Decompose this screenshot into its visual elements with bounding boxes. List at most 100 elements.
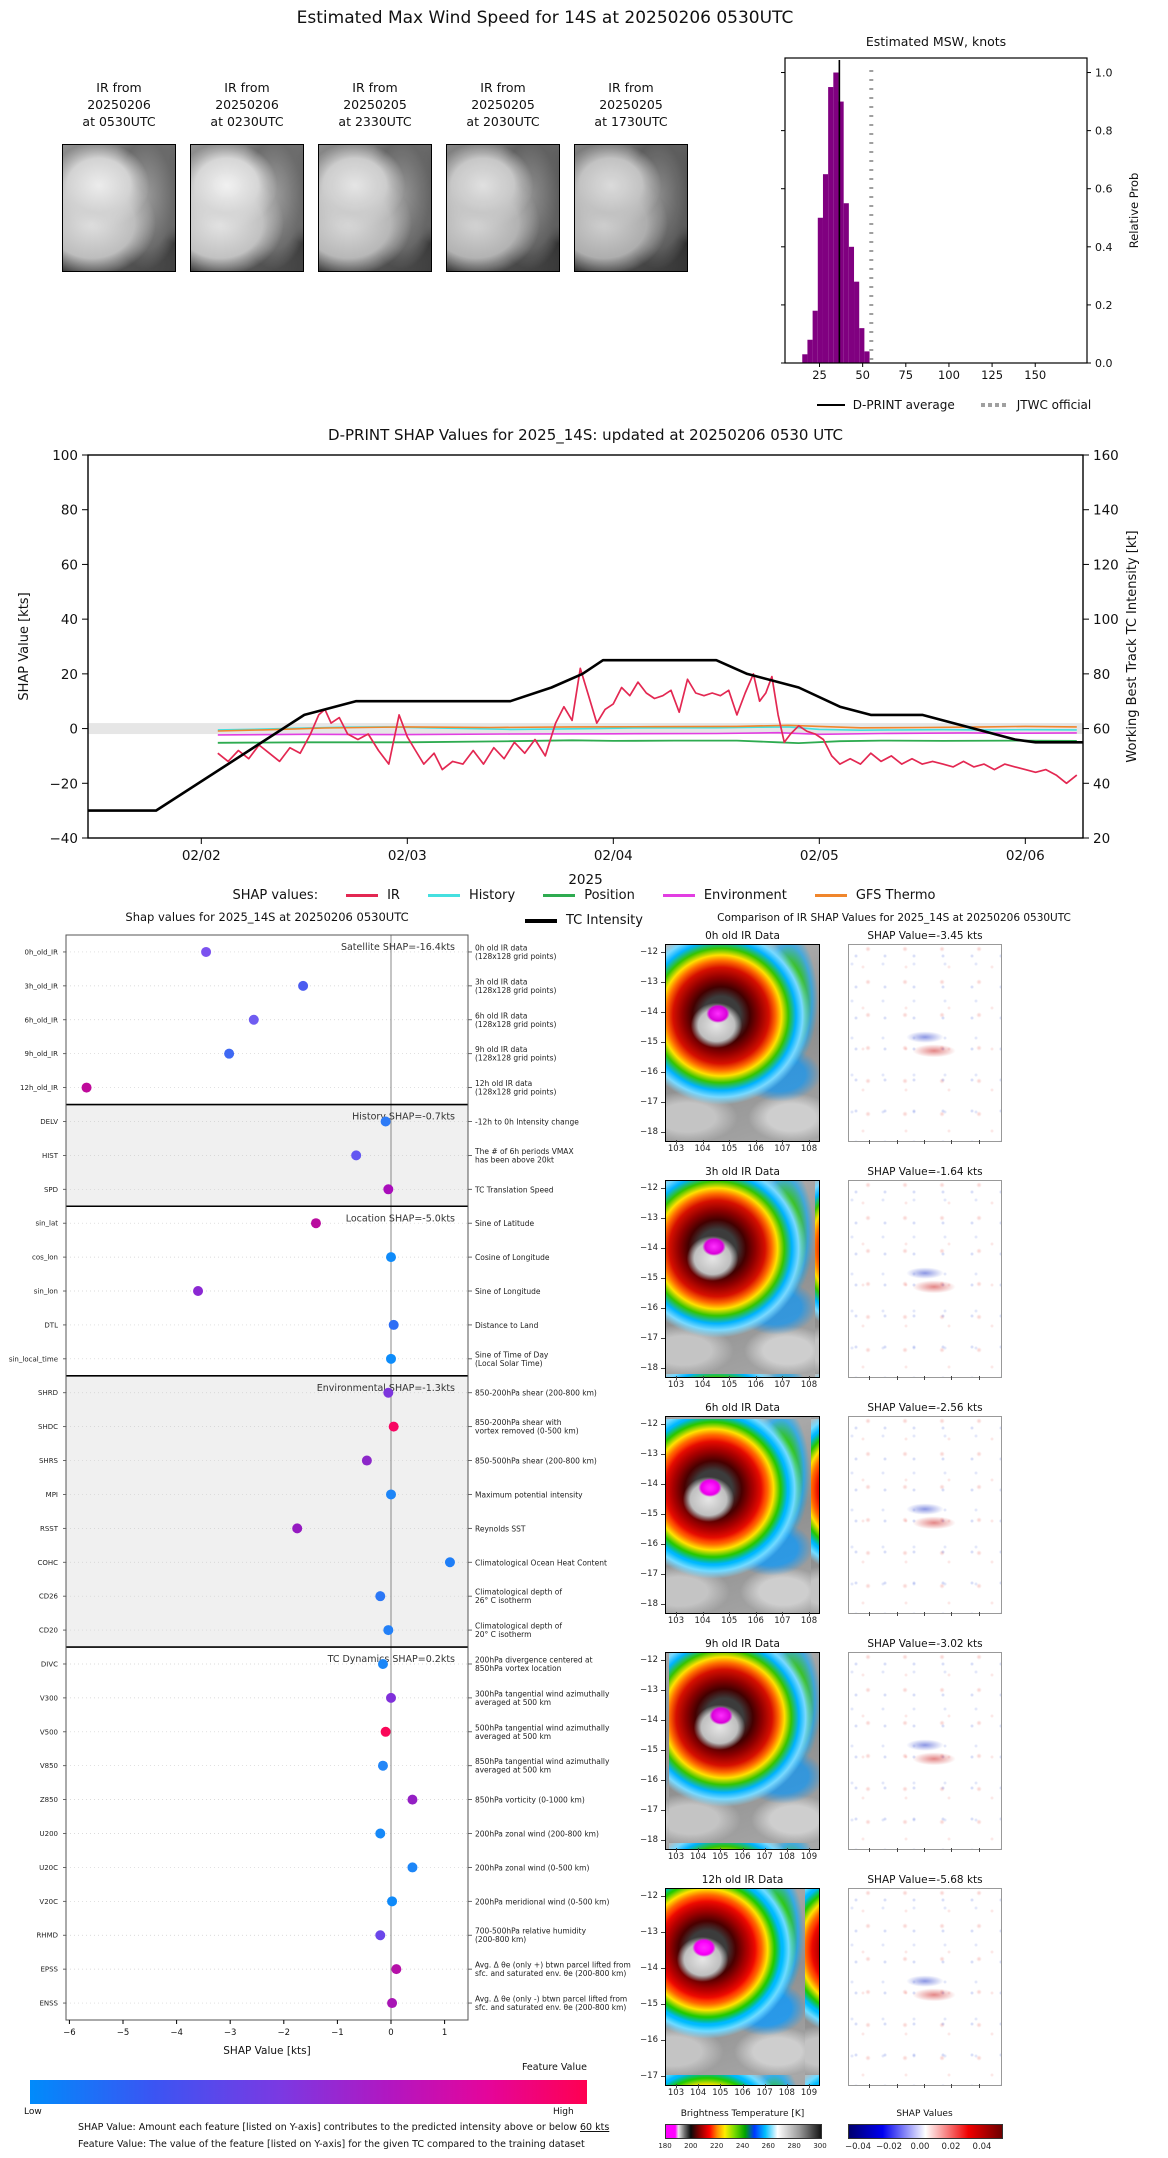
ir-thumbnail-label-3: IR from 20250205 at 2030UTC	[446, 80, 560, 144]
feature-dot-ENSS	[387, 1998, 398, 2009]
ir-map-xtick-mark	[782, 1376, 784, 1380]
timeseries-legend-prefix: SHAP values:	[232, 888, 319, 903]
shap-map-xtick-mark	[924, 1612, 925, 1616]
tc-intensity-line-swatch	[525, 918, 557, 923]
feature-desc-12h_old_IR: 12h old IR data (128x128 grid points)	[475, 1079, 556, 1097]
timeseries-axes-box	[87, 454, 1084, 839]
ir-thumbnail-label-line: IR from	[480, 80, 526, 95]
histogram-ytick-label: 1.0	[1095, 67, 1113, 80]
histogram-ylabel: Relative Prob	[1127, 173, 1141, 249]
ir-map-ytick-mark	[661, 1895, 665, 1897]
ir-map-xtick-mark	[764, 1848, 766, 1852]
ir-thumbnail-label-line: 20250205	[471, 96, 535, 112]
ir-map-title-6h: 6h old IR Data	[705, 1402, 780, 1414]
ir-map-ytick-mark	[661, 1659, 665, 1661]
ir-map-ytick-mark	[661, 1689, 665, 1691]
ir-map-xtick-mark	[742, 1848, 744, 1852]
ts-ylabel-right: Working Best Track TC Intensity [kt]	[1125, 530, 1140, 762]
ir-thumbnail-label-line: at 0230UTC	[210, 113, 284, 129]
feature-desc-ENSS: Avg. Δ θe (only -) btwn parcel lifted fr…	[475, 1995, 627, 2013]
ir-map-xtick-label: 105	[721, 1144, 738, 1154]
feature-label-DELV: DELV	[40, 1118, 58, 1126]
ir-map-ytick-mark	[661, 1749, 665, 1751]
ir-map-ytick-label: −17	[640, 2071, 658, 2081]
ts-xlabel: 2025	[568, 872, 602, 888]
bt-colorbar-tick: 260	[761, 2142, 776, 2150]
feature-desc-U200: 200hPa zonal wind (200-800 km)	[475, 1830, 599, 1839]
ir-map-ytick-mark	[661, 2039, 665, 2041]
feature-value-high-label: High	[553, 2107, 574, 2117]
shap-timeseries-chart: D-PRINT SHAP Values for 2025_14S: update…	[17, 426, 1140, 888]
series-environment	[217, 731, 1077, 736]
feature-label-3h_old_IR: 3h_old_IR	[25, 982, 59, 990]
ir-map-6h	[665, 1416, 820, 1614]
shap-value-caption: SHAP Value: Amount each feature [listed …	[78, 2122, 609, 2133]
ir-map-ytick-mark	[661, 1217, 665, 1219]
ir-map-xtick-mark	[809, 1848, 810, 1852]
ir-map-ytick-mark	[661, 1423, 665, 1425]
feature-label-EPSS: EPSS	[40, 1966, 58, 1974]
dotplot-xtick-label: −4	[170, 2028, 183, 2038]
feature-desc-0h_old_IR: 0h old IR data (128x128 grid points)	[475, 943, 556, 961]
feature-dot-3h_old_IR	[298, 980, 309, 991]
ir-map-xtick-mark	[698, 1848, 700, 1852]
ir-thumbnail-label-line: 20250206	[215, 96, 279, 112]
ir-thumbnail-label-line: at 1730UTC	[594, 113, 668, 129]
histogram-ytick-label: 0.0	[1095, 357, 1113, 370]
ir-map-ytick-label: −17	[640, 1097, 658, 1107]
ir-map-xtick-label: 106	[734, 2088, 751, 2098]
feature-dot-cos_lon	[386, 1252, 396, 1263]
feature-label-COHC: COHC	[37, 1559, 58, 1567]
feature-label-CD26: CD26	[39, 1593, 59, 1601]
ts-ytick-right-label: 80	[1093, 667, 1110, 683]
feature-desc-RHMD: 700-500hPa relative humidity (200-800 km)	[475, 1927, 587, 1945]
feature-label-SHRD: SHRD	[38, 1389, 58, 1397]
bt-colorbar-tick: 200	[684, 2142, 698, 2150]
feature-value-colorbar-title: Feature Value	[521, 2062, 587, 2073]
feature-desc-RSST: Reynolds SST	[475, 1524, 526, 1533]
section-label: TC Dynamics SHAP=0.2kts	[327, 1654, 455, 1665]
history-line-swatch	[427, 894, 460, 897]
shap-map-xtick-mark	[924, 1376, 925, 1380]
ir-map-ytick-label: −18	[640, 1599, 658, 1609]
ir-map-xtick-label: 104	[694, 1616, 711, 1626]
ir-map-ytick-mark	[661, 2003, 665, 2005]
ir-map-ytick-label: −15	[640, 1745, 658, 1755]
ir-map-xtick-mark	[702, 1376, 704, 1380]
shap-map-title-0h: SHAP Value=-3.45 kts	[867, 930, 983, 942]
feature-desc-U20C: 200hPa zonal wind (0-500 km)	[475, 1863, 589, 1872]
ir-map-xtick-mark	[782, 1612, 784, 1616]
bt-colorbar-tick: 240	[735, 2142, 750, 2150]
ts-ytick-right-label: 40	[1093, 776, 1110, 792]
ir-map-ytick-label: −14	[640, 1243, 658, 1253]
feature-value-low-label: Low	[24, 2107, 42, 2117]
ir-map-ytick-label: −17	[640, 1333, 658, 1343]
section-label: Satellite SHAP=-16.4kts	[341, 942, 455, 953]
ir-map-ytick-mark	[661, 1367, 665, 1369]
ir-map-xtick-label: 106	[747, 1144, 764, 1154]
feature-label-U200: U200	[40, 1830, 58, 1838]
ir-map-ytick-mark	[661, 981, 665, 983]
feature-dot-EPSS	[391, 1964, 402, 1975]
ir-map-xtick-mark	[698, 2084, 700, 2088]
legend-item-dprint-average: D-PRINT average	[816, 398, 955, 412]
dotplot-xtick-label: −5	[117, 2028, 130, 2038]
ir-map-ytick-label: −13	[640, 1213, 658, 1223]
shap-map-xtick-mark	[924, 1140, 925, 1144]
shap-colorbar-tick: −0.04	[844, 2142, 872, 2152]
feature-label-SPD: SPD	[44, 1186, 58, 1194]
feature-label-Z850: Z850	[40, 1796, 58, 1804]
ir-map-xtick-label: 107	[774, 1144, 791, 1154]
histogram-axes-box	[784, 57, 1088, 364]
ir-map-xtick-label: 107	[756, 1852, 773, 1862]
ts-ytick-left-label: 60	[61, 557, 78, 573]
timeseries-legend-row1: SHAP values: IR History Position Environment…	[0, 888, 1168, 903]
feature-dot-U20C	[407, 1862, 418, 1873]
dotplot-xtick-label: 1	[442, 2028, 447, 2038]
ir-map-xtick-label: 106	[747, 1380, 764, 1390]
feature-desc-9h_old_IR: 9h old IR data (128x128 grid points)	[475, 1045, 556, 1063]
ts-xtick-label: 02/02	[182, 848, 221, 864]
ir-map-xtick-mark	[720, 2084, 722, 2088]
feature-desc-sin_lon: Sine of Longitude	[475, 1287, 541, 1296]
feature-dot-HIST	[351, 1150, 362, 1161]
